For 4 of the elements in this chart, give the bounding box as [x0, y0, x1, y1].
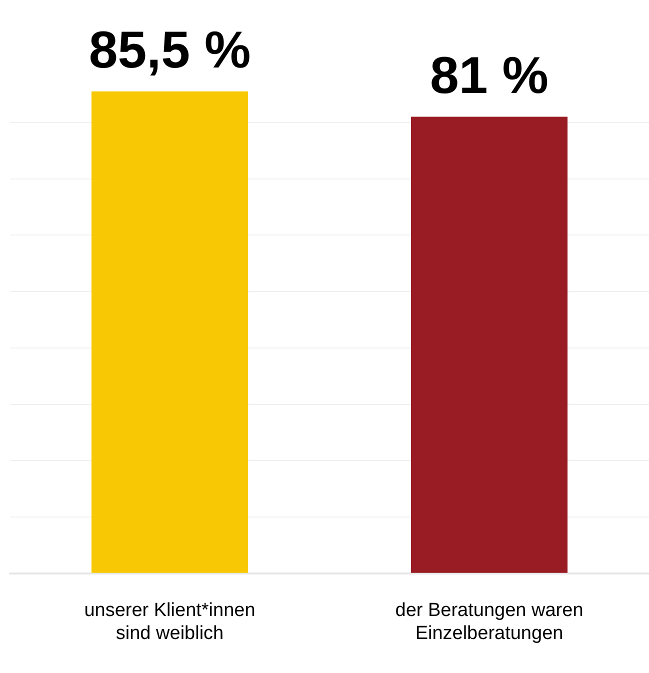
x-tick-label: der Beratungen waren Einzelberatungen: [395, 600, 584, 644]
data-label: 81 %: [430, 47, 549, 106]
x-tick-label: unserer Klient*innen sind weiblich: [84, 600, 256, 644]
data-label: 85,5 %: [88, 22, 251, 80]
